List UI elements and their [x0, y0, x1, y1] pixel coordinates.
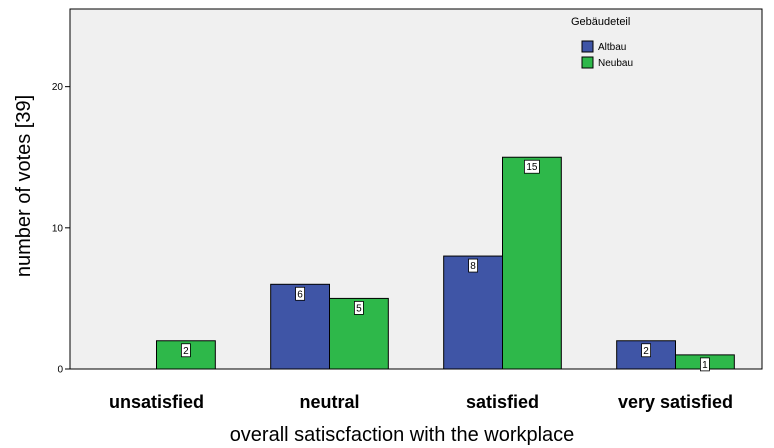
bar-altbau-satisfied — [443, 255, 503, 370]
y-tick-label: 10 — [52, 223, 64, 234]
data-label: 5 — [356, 303, 362, 314]
data-label: 2 — [643, 346, 649, 357]
data-label-box — [700, 357, 710, 372]
bar-neubau-satisfied — [502, 156, 562, 370]
legend-swatch — [581, 56, 594, 69]
legend: Gebäudeteil Altbau Neubau — [571, 16, 633, 69]
data-label: 6 — [297, 289, 303, 300]
data-label-box — [295, 286, 305, 301]
x-axis-title: overall satiscfaction with the workplace — [230, 424, 575, 446]
data-label: 15 — [526, 162, 538, 173]
data-label-box — [354, 301, 364, 315]
bar-altbau-neutral — [270, 283, 330, 370]
legend-label: Altbau — [598, 42, 626, 53]
y-axis: 0 10 20 — [52, 82, 70, 376]
y-tick-label: 20 — [52, 82, 64, 93]
x-category-label: satisfied — [466, 392, 539, 412]
data-label-box — [641, 343, 651, 358]
data-label: 8 — [470, 261, 476, 272]
data-label: 2 — [183, 346, 189, 357]
legend-label: Neubau — [598, 58, 633, 69]
plot-area — [69, 8, 763, 370]
x-axis: unsatisfied neutral satisfied very satisfie… — [109, 392, 733, 412]
legend-title: Gebäudeteil — [571, 16, 630, 28]
data-label-box — [524, 159, 540, 174]
x-category-label: unsatisfied — [109, 392, 204, 412]
x-category-label: neutral — [299, 392, 359, 412]
x-category-label: very satisfied — [618, 392, 733, 412]
data-label-box — [181, 343, 191, 358]
y-tick-label: 0 — [57, 365, 63, 376]
y-axis-title: number of votes [39] — [13, 95, 35, 277]
data-label: 1 — [702, 360, 708, 371]
data-label-box — [468, 258, 478, 273]
legend-swatch — [581, 40, 594, 53]
bars: 2 6 5 8 15 2 1 — [156, 156, 735, 372]
